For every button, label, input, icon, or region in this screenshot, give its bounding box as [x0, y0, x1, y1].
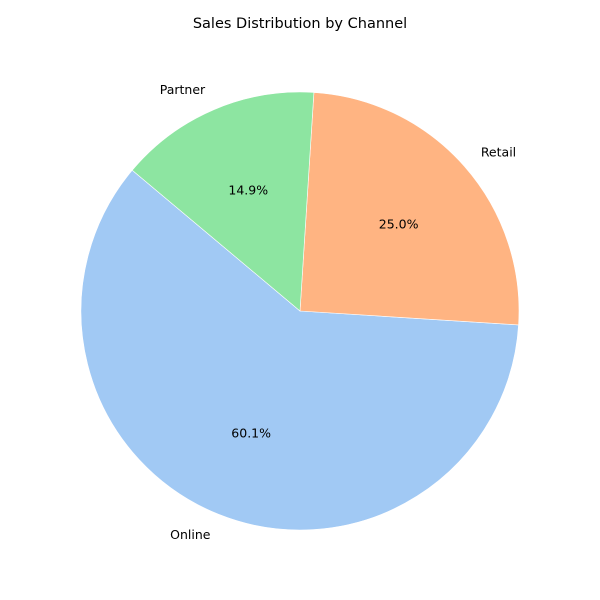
labels-layer: Online 60.1% Retail 25.0% Partner 14.9%	[160, 82, 516, 542]
chart-title: Sales Distribution by Channel	[193, 16, 407, 32]
pie-slice-online	[80, 169, 519, 531]
pie-slice-retail	[299, 92, 520, 326]
slice-label-online: Online	[170, 527, 211, 542]
slice-percent-online: 60.1%	[231, 425, 271, 440]
slice-percent-partner: 14.9%	[228, 183, 268, 198]
slice-label-partner: Partner	[160, 82, 206, 97]
slices-layer	[80, 91, 520, 531]
slice-label-retail: Retail	[481, 144, 516, 159]
slice-percent-retail: 25.0%	[379, 217, 419, 232]
pie-slice-partner	[131, 91, 315, 312]
